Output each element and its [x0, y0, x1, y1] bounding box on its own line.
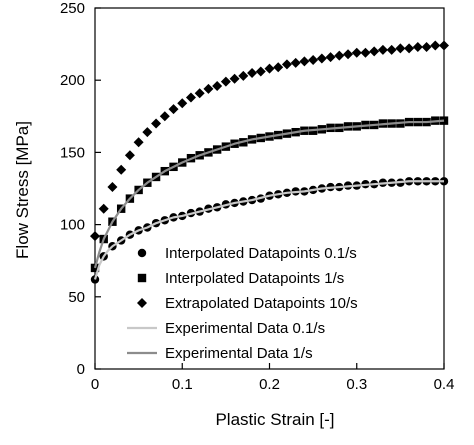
x-tick-label: 0: [91, 376, 99, 393]
data-point: [439, 40, 449, 51]
x-axis-title: Plastic Strain [-]: [215, 410, 334, 429]
x-tick-label: 0.4: [434, 376, 455, 393]
series-line: [93, 119, 445, 269]
plot-area: [90, 40, 449, 284]
data-point: [264, 63, 275, 74]
y-tick-label: 100: [60, 217, 85, 234]
data-point: [116, 164, 127, 175]
x-tick-label: 0.1: [172, 376, 193, 393]
data-point: [360, 47, 371, 58]
data-point: [255, 66, 266, 77]
series-2: [90, 40, 449, 242]
series-3: [93, 180, 444, 280]
data-point: [281, 59, 292, 70]
y-tick-label: 0: [77, 361, 85, 378]
data-point: [124, 150, 135, 161]
data-point: [151, 118, 162, 129]
legend-label: Experimental Data 1/s: [165, 345, 313, 362]
series-4: [93, 119, 445, 269]
data-point: [290, 57, 301, 68]
data-point: [325, 52, 336, 63]
legend-label: Interpolated Datapoints 0.1/s: [165, 245, 357, 262]
data-point: [212, 80, 223, 91]
data-point: [98, 203, 109, 214]
data-point: [203, 83, 214, 94]
data-point: [238, 70, 249, 81]
legend-marker: [137, 248, 147, 258]
data-point: [142, 127, 153, 138]
axes: 0 0.1 0.2 0.3 0.4 0 50 100 150 200 250: [60, 0, 454, 393]
data-point: [343, 49, 354, 60]
data-point: [334, 50, 345, 61]
data-point: [133, 137, 144, 148]
data-point: [194, 88, 205, 99]
y-tick-label: 50: [68, 289, 85, 306]
data-point: [430, 40, 441, 51]
data-point: [369, 46, 380, 57]
x-tick-label: 0.3: [346, 376, 367, 393]
data-point: [107, 182, 118, 193]
data-point: [177, 98, 188, 109]
legend-label: Extrapolated Datapoints 10/s: [165, 295, 358, 312]
data-point: [386, 44, 397, 55]
plot-frame: [94, 7, 445, 370]
data-point: [229, 73, 240, 84]
data-point: [377, 44, 388, 55]
data-point: [351, 47, 362, 58]
data-point: [395, 43, 406, 54]
data-point: [404, 43, 415, 54]
data-point: [421, 41, 432, 52]
data-point: [247, 67, 258, 78]
y-tick-label: 250: [60, 0, 85, 17]
legend-marker: [137, 298, 147, 308]
data-point: [299, 56, 310, 67]
legend: Interpolated Datapoints 0.1/s Interpolate…: [127, 245, 358, 362]
series-0: [90, 177, 449, 284]
data-point: [159, 111, 170, 122]
legend-marker: [137, 273, 147, 283]
data-point: [316, 53, 327, 64]
series-line: [93, 180, 444, 280]
data-point: [308, 54, 319, 65]
y-axis-title: Flow Stress [MPa]: [13, 121, 32, 259]
x-tick-label: 0.2: [259, 376, 280, 393]
data-point: [273, 62, 284, 73]
data-point: [220, 76, 231, 87]
data-point: [168, 104, 179, 115]
data-point: [412, 41, 423, 52]
data-point: [90, 231, 100, 242]
y-tick-label: 200: [60, 72, 85, 89]
legend-label: Interpolated Datapoints 1/s: [165, 270, 344, 287]
data-point: [185, 92, 196, 103]
y-tick-label: 150: [60, 144, 85, 161]
legend-label: Experimental Data 0.1/s: [165, 320, 325, 337]
